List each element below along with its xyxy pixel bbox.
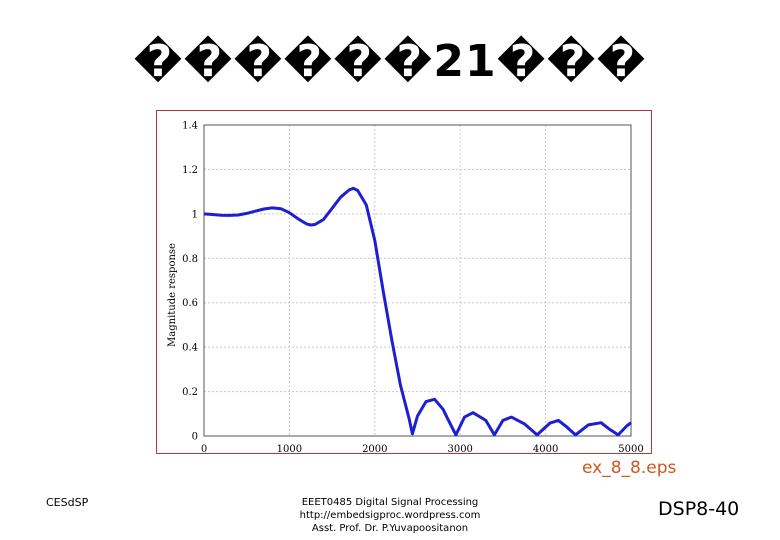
footer-center: EEET0485 Digital Signal Processing http:…: [240, 496, 540, 535]
figure-caption: ex_8_8.eps: [582, 458, 677, 478]
slide-title: ������21���: [133, 36, 647, 87]
x-tick-label-0: 0: [201, 444, 207, 455]
y-tick-label-7: 1.4: [182, 121, 198, 132]
y-tick-label-4: 0.8: [182, 254, 198, 265]
y-tick-label-5: 1: [192, 209, 198, 220]
x-tick-label-5: 5000: [618, 444, 643, 455]
x-tick-label-1: 1000: [277, 444, 302, 455]
x-tick-labels: 0 1000 2000 3000 4000 5000: [201, 444, 644, 455]
page-number: DSP8-40: [658, 498, 740, 520]
footer-course-line: EEET0485 Digital Signal Processing: [301, 497, 479, 508]
footer-author-line: Asst. Prof. Dr. P.Yuvapoositanon: [311, 523, 469, 534]
y-tick-label-6: 1.2: [182, 165, 198, 176]
plot-area: [203, 124, 632, 437]
x-tick-label-4: 4000: [533, 444, 558, 455]
grid-layer: [203, 124, 632, 437]
x-tick-label-2: 2000: [362, 444, 387, 455]
footer-left: CESdSP: [46, 496, 89, 509]
x-tick-label-3: 3000: [447, 444, 472, 455]
magnitude-response-line: [203, 186, 632, 437]
y-tick-label-2: 0.4: [182, 343, 198, 354]
magnitude-response-chart: 0 0.2 0.4 0.6 0.8 1 1.2 1.4 0 1000 2000 3000 4000 50…: [167, 121, 644, 456]
y-tick-labels: 0 0.2 0.4 0.6 0.8 1 1.2 1.4: [182, 121, 198, 443]
y-axis-label: Magnitude response: [167, 243, 178, 347]
y-tick-label-0: 0: [192, 432, 198, 443]
y-tick-label-1: 0.2: [182, 387, 198, 398]
y-tick-label-3: 0.6: [182, 298, 198, 309]
footer-url-line: http://embedsigproc.wordpress.com: [299, 510, 481, 521]
figure-frame: [156, 110, 652, 454]
